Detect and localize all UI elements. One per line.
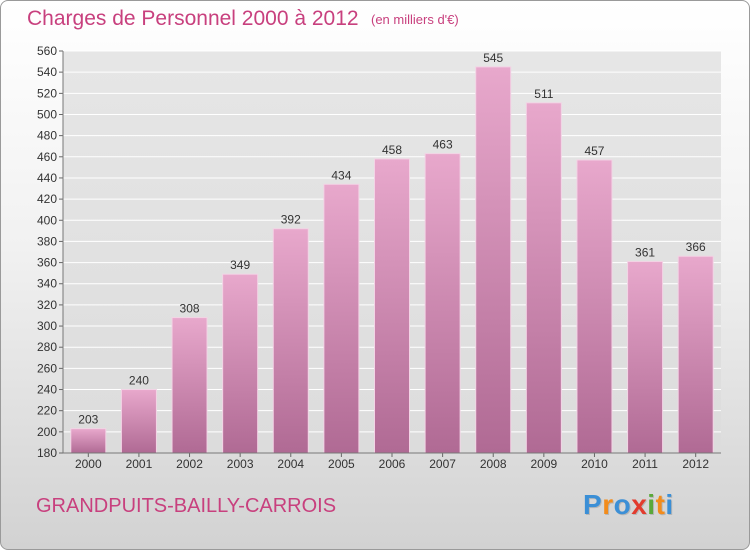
- data-labels: 203 240 308 349 392 434 458 463 545 511 457 361 366: [78, 51, 706, 427]
- bar-2002: [171, 317, 208, 454]
- y-tick-label: 220: [37, 404, 57, 418]
- y-tick-label: 400: [37, 213, 57, 227]
- bar-2007: [424, 153, 461, 454]
- data-label: 203: [78, 413, 98, 427]
- x-tick-label: 2012: [682, 457, 709, 471]
- x-tick-label: 2011: [632, 457, 658, 471]
- y-tick-label: 200: [37, 425, 57, 439]
- x-tick-label: 2010: [581, 457, 608, 471]
- y-tick-label: 460: [37, 150, 57, 164]
- y-tick-label: 440: [37, 171, 57, 185]
- x-tick-label: 2006: [379, 457, 406, 471]
- logo-letter: o: [613, 489, 632, 520]
- y-tick-label: 240: [37, 383, 57, 397]
- data-label: 545: [483, 51, 503, 65]
- y-tick-label: 480: [37, 129, 57, 143]
- data-label: 240: [129, 374, 149, 388]
- logo-letter: i: [647, 489, 656, 520]
- data-label: 434: [331, 168, 351, 182]
- x-tick-label: 2004: [277, 457, 304, 471]
- bars: [70, 66, 714, 454]
- logo-letter: x: [631, 489, 648, 520]
- y-tick-label: 420: [37, 192, 57, 206]
- bar-2004: [272, 228, 309, 454]
- logo-letter: r: [602, 489, 614, 520]
- data-label: 361: [635, 246, 655, 260]
- y-tick-label: 180: [37, 446, 57, 460]
- x-tick-label: 2007: [429, 457, 456, 471]
- data-label: 511: [534, 87, 553, 101]
- y-axis: 180 200 220 240 260 280 300 320 340 360 380 400 420 4…: [37, 44, 64, 460]
- y-tick-label: 500: [37, 107, 57, 121]
- y-tick-label: 380: [37, 234, 57, 248]
- data-label: 349: [230, 258, 250, 272]
- bar-2005: [323, 183, 360, 454]
- x-tick-label: 2003: [227, 457, 254, 471]
- proxiti-logo: Proxiti: [583, 489, 674, 521]
- bar-2000: [70, 428, 107, 454]
- bar-2012: [677, 255, 714, 454]
- data-label: 463: [433, 138, 453, 152]
- logo-letter: i: [665, 489, 674, 520]
- x-tick-label: 2002: [176, 457, 203, 471]
- data-label: 457: [584, 144, 604, 158]
- x-tick-label: 2000: [75, 457, 102, 471]
- y-tick-label: 340: [37, 277, 57, 291]
- y-tick-label: 520: [37, 86, 57, 100]
- data-label: 308: [180, 302, 200, 316]
- logo-letter: t: [655, 489, 666, 520]
- y-tick-label: 360: [37, 256, 57, 270]
- bar-2010: [576, 159, 613, 454]
- bar-2001: [120, 389, 157, 454]
- chart-title: Charges de Personnel 2000 à 2012: [27, 7, 359, 30]
- chart-subtitle: (en milliers d'€): [371, 12, 459, 27]
- y-tick-label: 560: [37, 44, 57, 58]
- x-tick-label: 2005: [328, 457, 355, 471]
- data-label: 392: [281, 213, 301, 227]
- bar-2003: [222, 273, 259, 454]
- x-tick-label: 2001: [126, 457, 153, 471]
- x-tick-label: 2008: [480, 457, 507, 471]
- bar-2006: [374, 158, 410, 454]
- bar-2011: [627, 261, 664, 454]
- logo-letter: P: [583, 489, 603, 520]
- data-label: 458: [382, 143, 402, 157]
- bar-2009: [525, 102, 562, 454]
- y-tick-label: 300: [37, 319, 57, 333]
- x-axis: 2000 2001 2002 2003 2004 2005 2006 2007 2008 2009…: [63, 452, 721, 471]
- y-tick-label: 320: [37, 298, 57, 312]
- y-tick-label: 260: [37, 361, 57, 375]
- y-tick-label: 280: [37, 340, 57, 354]
- commune-name: GRANDPUITS-BAILLY-CARROIS: [36, 495, 337, 517]
- y-tick-label: 540: [37, 65, 57, 79]
- data-label: 366: [686, 240, 706, 254]
- x-tick-label: 2009: [530, 457, 557, 471]
- bar-2008: [475, 66, 512, 454]
